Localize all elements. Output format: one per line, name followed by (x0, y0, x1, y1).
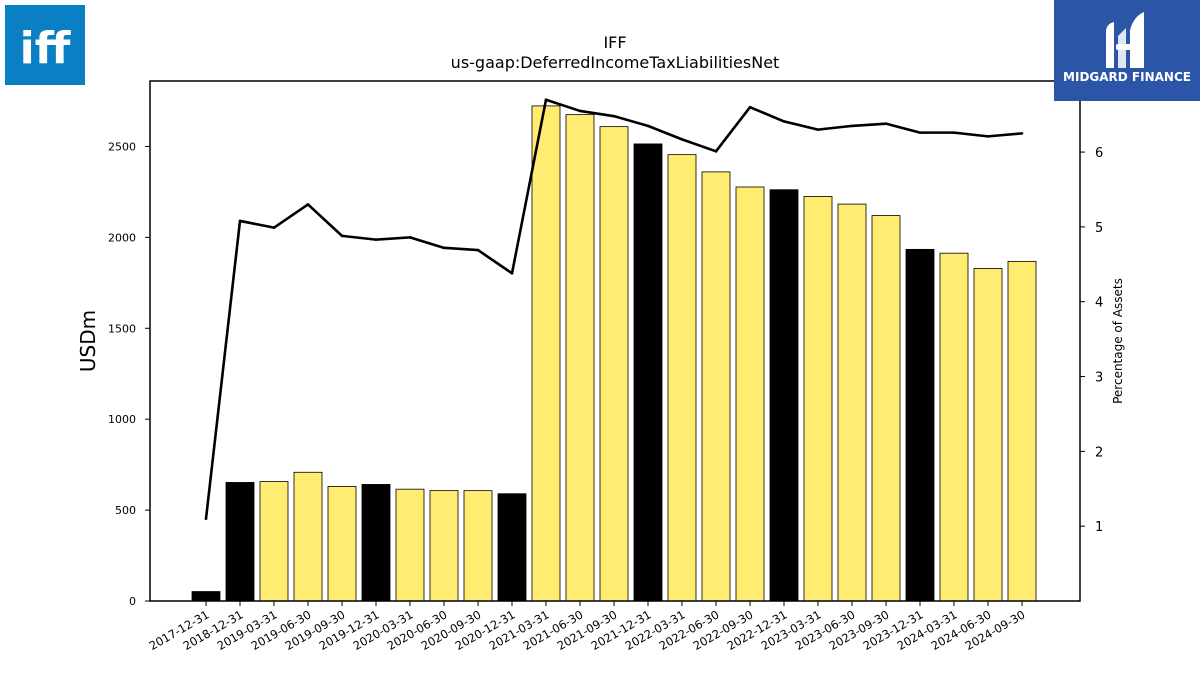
line-point-2021-06-30 (578, 109, 582, 113)
company-logo-text: iff (20, 23, 72, 74)
line-point-2019-06-30 (306, 203, 310, 206)
bar-2021-09-30 (599, 126, 629, 602)
bar-2024-06-30 (973, 268, 1003, 602)
bar-2024-09-30 (1007, 260, 1037, 602)
y-tick-label: 2000 (108, 231, 136, 244)
line-point-2023-03-31 (816, 128, 820, 131)
bar-2022-03-31 (667, 154, 697, 602)
bar-2023-12-31 (905, 248, 935, 602)
brand-logo-text: MIDGARD FINANCE (1063, 70, 1191, 84)
y-axis-left: 0 500 1000 1500 2000 2500 (108, 140, 150, 608)
line-point-2019-12-31 (374, 238, 378, 241)
bar-2019-09-30 (327, 486, 357, 602)
line-point-2018-12-31 (238, 219, 242, 223)
brand-mark-icon (1106, 12, 1144, 68)
bar-2018-12-31 (225, 482, 255, 602)
brand-logo: MIDGARD FINANCE (1054, 0, 1200, 101)
bar-2021-12-31 (633, 143, 663, 602)
line-point-2023-12-31 (918, 131, 922, 134)
line-point-2019-09-30 (340, 234, 344, 238)
y2-tick-label: 1 (1095, 520, 1103, 535)
line-point-2022-03-31 (680, 138, 684, 141)
line-point-2023-06-30 (850, 124, 854, 128)
y-axis-label: USDm (76, 310, 100, 372)
line-point-2020-06-30 (442, 246, 446, 250)
line-point-2020-03-31 (408, 236, 412, 239)
line-point-2024-06-30 (986, 135, 990, 138)
y2-axis-label: Percentage of Assets (1111, 278, 1125, 404)
percentage-line-series (204, 98, 1024, 520)
line-point-2022-12-31 (782, 120, 786, 123)
y2-tick-label: 4 (1095, 296, 1103, 311)
y-tick-label: 1500 (108, 322, 136, 335)
line-point-2023-09-30 (884, 122, 888, 125)
y-tick-label: 500 (115, 504, 136, 517)
line-point-2020-12-31 (510, 271, 514, 275)
chart-title: IFF (603, 33, 626, 52)
bar-2019-12-31 (361, 484, 391, 602)
line-point-2019-03-31 (272, 226, 276, 229)
bar-2021-03-31 (531, 105, 561, 602)
bar-2019-03-31 (259, 481, 289, 602)
bar-2019-06-30 (293, 471, 323, 602)
bar-2021-06-30 (565, 114, 595, 602)
line-point-2021-09-30 (612, 114, 616, 118)
line-point-2024-09-30 (1020, 132, 1024, 135)
bar-2023-06-30 (837, 203, 867, 602)
line-point-2020-09-30 (476, 248, 480, 252)
line-point-2021-03-31 (544, 98, 548, 102)
bar-2024-03-31 (939, 252, 969, 602)
bar-2020-03-31 (395, 488, 425, 602)
bar-2017-12-31 (191, 591, 221, 602)
bar-2023-03-31 (803, 196, 833, 602)
y2-tick-label: 5 (1095, 221, 1103, 236)
line-point-2024-03-31 (952, 131, 956, 134)
bar-2022-06-30 (701, 171, 731, 602)
bar-2020-06-30 (429, 490, 459, 602)
bar-2022-09-30 (735, 186, 765, 602)
bar-2020-12-31 (497, 493, 527, 602)
y2-tick-label: 6 (1095, 146, 1103, 161)
bar-series (191, 105, 1037, 602)
company-logo: iff (5, 5, 85, 85)
line-point-2017-12-31 (204, 517, 208, 520)
y-tick-label: 2500 (108, 140, 136, 153)
bar-2023-09-30 (871, 215, 901, 602)
chart-subtitle: us-gaap:DeferredIncomeTaxLiabilitiesNet (451, 53, 780, 72)
y2-tick-label: 2 (1095, 445, 1103, 460)
x-axis: 2017-12-312018-12-312019-03-312019-06-30… (147, 601, 1028, 653)
line-point-2022-06-30 (714, 150, 718, 153)
plot-frame (149, 80, 1081, 602)
line-point-2022-09-30 (748, 105, 752, 109)
y2-tick-label: 3 (1095, 371, 1103, 386)
y-tick-label: 1000 (108, 413, 136, 426)
bar-2020-09-30 (463, 490, 493, 602)
line-point-2021-12-31 (646, 124, 650, 128)
y-tick-label: 0 (129, 595, 136, 608)
bar-2022-12-31 (769, 189, 799, 602)
y-axis-right: 1 2 3 4 5 6 (1080, 146, 1103, 535)
